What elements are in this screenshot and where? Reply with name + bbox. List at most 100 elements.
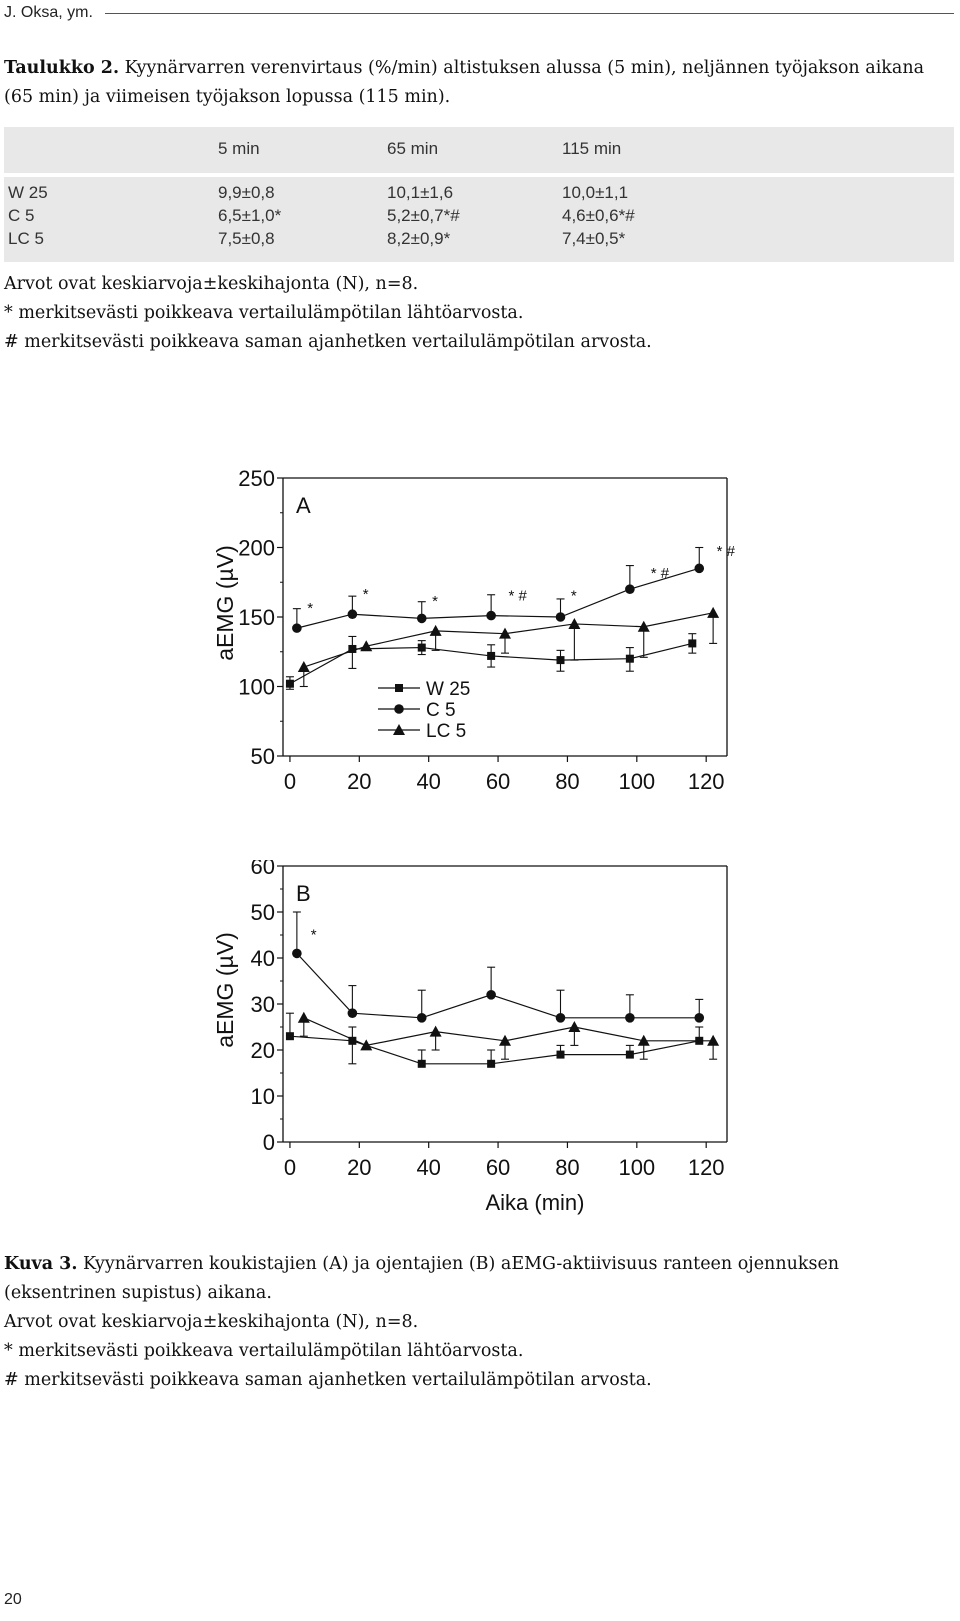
table-caption-label: Taulukko 2.	[4, 58, 120, 78]
significance-marker: * #	[651, 565, 670, 582]
data-point	[637, 620, 650, 632]
data-point	[417, 1059, 426, 1068]
data-point	[625, 584, 635, 594]
series-line	[296, 952, 700, 1019]
figure-caption-label: Kuva 3.	[4, 1254, 78, 1274]
figure-note: Arvot ovat keskiarvoja±keskihajonta (N),…	[4, 1312, 419, 1332]
legend-marker	[393, 724, 405, 735]
data-point	[417, 643, 426, 652]
data-point	[348, 1036, 357, 1045]
table-header-cell: 5 min	[218, 139, 260, 158]
x-axis-label: Aika (min)	[485, 1190, 584, 1215]
y-tick-label: 20	[251, 1038, 275, 1063]
chart-b: 0 10 20 30 40 50 60 0 20 40 60 80 100 120 aEMG (µV) Aik…	[212, 860, 728, 1215]
data-point	[347, 1008, 358, 1018]
significance-marker: *	[311, 927, 317, 944]
series-line	[296, 567, 700, 629]
table-header-divider	[4, 173, 954, 177]
table-cell: 6,5±1,0*	[218, 206, 282, 225]
x-tick-label: 80	[555, 1155, 579, 1180]
y-tick-label: 60	[251, 860, 275, 879]
data-point	[297, 661, 310, 673]
significance-marker: *	[363, 586, 369, 603]
y-tick-label: 50	[251, 900, 275, 925]
panel-label: B	[296, 881, 311, 906]
y-tick-label: 30	[251, 992, 275, 1017]
legend-marker	[395, 684, 403, 692]
series-line	[303, 612, 714, 668]
data-point	[707, 606, 720, 618]
table-row: W 25 9,9±0,8 10,1±1,6 10,0±1,1	[4, 183, 954, 205]
x-tick-label: 20	[347, 1155, 371, 1180]
data-point	[487, 651, 496, 660]
data-point	[292, 948, 302, 959]
data-point	[556, 656, 565, 665]
table-row: C 5 6,5±1,0* 5,2±0,7*# 4,6±0,6*#	[4, 206, 954, 228]
x-tick-label: 20	[347, 769, 371, 794]
data-point	[694, 563, 705, 574]
data-point	[707, 1034, 720, 1046]
legend-label: W 25	[426, 679, 470, 700]
data-point	[486, 990, 496, 1000]
figure-caption: Kuva 3. Kyynärvarren koukistajien (A) ja…	[4, 1250, 944, 1308]
chart-a: 50 100 150 200 250 0 20 40 60 80 100 120 aEMG (µV) A *…	[212, 470, 736, 794]
data-point	[429, 624, 442, 636]
y-tick-label: 250	[238, 470, 275, 491]
x-tick-label: 40	[416, 1155, 440, 1180]
data-point	[555, 1013, 566, 1023]
table-cell: 7,5±0,8	[218, 229, 275, 248]
data-point	[568, 617, 581, 629]
y-axis-label: aEMG (µV)	[212, 545, 238, 660]
data-point	[347, 609, 358, 620]
significance-marker: *	[307, 600, 313, 617]
panel-label: A	[296, 493, 311, 518]
x-tick-label: 60	[486, 769, 510, 794]
significance-marker: * #	[508, 587, 527, 604]
y-tick-label: 40	[251, 946, 275, 971]
table-caption-text: Kyynärvarren verenvirtaus (%/min) altist…	[4, 58, 925, 107]
header-rule	[104, 12, 954, 14]
table-row: LC 5 7,5±0,8 8,2±0,9* 7,4±0,5*	[4, 229, 954, 251]
table-row-label: W 25	[8, 183, 48, 202]
data-point	[297, 1011, 310, 1023]
significance-marker: *	[571, 587, 577, 604]
significance-marker: *	[432, 593, 438, 610]
y-tick-label: 50	[251, 744, 275, 769]
figure-notes: Arvot ovat keskiarvoja±keskihajonta (N),…	[4, 1308, 944, 1395]
table-notes: Arvot ovat keskiarvoja±keskihajonta (N),…	[4, 270, 944, 357]
y-tick-label: 200	[238, 536, 275, 561]
x-tick-label: 0	[284, 1155, 296, 1180]
data-point	[487, 1059, 496, 1068]
x-tick-label: 100	[618, 1155, 655, 1180]
table-cell: 4,6±0,6*#	[562, 206, 635, 225]
x-tick-label: 100	[618, 769, 655, 794]
x-tick-label: 40	[416, 769, 440, 794]
data-point	[360, 640, 373, 652]
y-axis-label: aEMG (µV)	[212, 932, 238, 1047]
table-header-cell: 115 min	[562, 139, 622, 158]
data-point	[429, 1025, 442, 1037]
data-point	[499, 627, 511, 639]
table-header-cell: 65 min	[387, 139, 439, 158]
table-cell: 10,1±1,6	[387, 183, 454, 202]
x-tick-label: 60	[486, 1155, 510, 1180]
x-tick-label: 120	[688, 1155, 725, 1180]
data-point	[625, 1013, 635, 1023]
significance-marker: * #	[717, 543, 736, 560]
table-caption: Taulukko 2. Kyynärvarren verenvirtaus (%…	[4, 54, 944, 112]
y-tick-label: 0	[263, 1130, 275, 1155]
data-point	[556, 1050, 565, 1059]
data-point	[285, 679, 294, 688]
running-head-author: J. Oksa, ym.	[4, 4, 93, 21]
data-point	[416, 613, 427, 624]
data-point	[688, 639, 697, 648]
table-row-label: C 5	[8, 206, 35, 225]
data-point	[625, 654, 634, 663]
y-tick-label: 100	[238, 675, 275, 700]
page-number: 20	[4, 1591, 22, 1608]
x-tick-label: 0	[284, 769, 296, 794]
figure-note: # merkitsevästi poikkeava saman ajanhetk…	[4, 1370, 652, 1390]
legend-label: LC 5	[426, 721, 466, 742]
table-cell: 8,2±0,9*	[387, 229, 451, 248]
data-point	[486, 610, 496, 621]
